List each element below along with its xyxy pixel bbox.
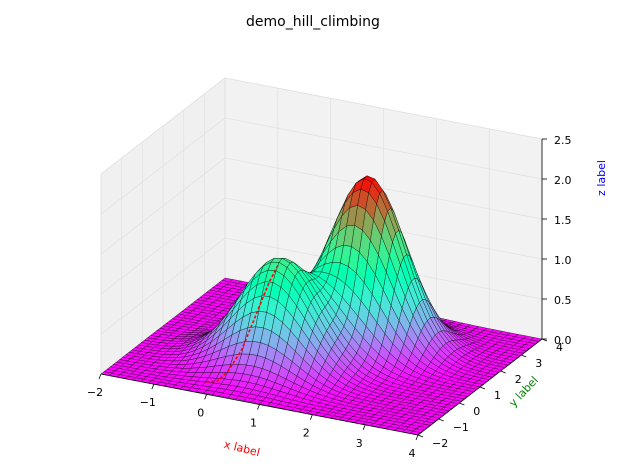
- y-tick: [521, 354, 527, 358]
- x-tick: [309, 414, 313, 420]
- y-tick-label: −2: [432, 437, 448, 450]
- y-tick: [459, 402, 465, 406]
- y-tick-label: 4: [556, 341, 563, 354]
- x-tick-label: −1: [140, 396, 156, 409]
- gridline: [100, 157, 226, 255]
- gridline: [100, 197, 226, 295]
- hill-climbing-path: [206, 263, 280, 383]
- surface: [100, 175, 543, 436]
- gridline: [224, 157, 543, 220]
- y-tick: [417, 434, 424, 438]
- z-tick-label: 2.0: [554, 174, 572, 187]
- y-tick: [479, 386, 486, 390]
- y-tick-label: 0: [473, 405, 480, 418]
- y-tick-label: −1: [453, 421, 469, 434]
- y-tick-label: 2: [515, 373, 522, 386]
- x-tick-label: 0: [197, 406, 204, 419]
- x-tick-label: 2: [303, 427, 310, 440]
- gridline: [100, 77, 226, 175]
- y-tick-label: 1: [494, 389, 501, 402]
- gridline: [224, 77, 543, 140]
- gridline: [224, 117, 543, 180]
- x-tick: [362, 424, 366, 430]
- y-tick: [438, 418, 444, 422]
- x-tick-label: −2: [87, 386, 103, 399]
- chart-title: demo_hill_climbing: [246, 14, 380, 30]
- gridline: [100, 237, 226, 335]
- y-tick: [500, 370, 506, 374]
- x-tick: [415, 434, 419, 441]
- x-tick: [151, 384, 155, 390]
- z-tick-label: 2.5: [554, 134, 572, 147]
- z-axis-label: z label: [595, 160, 608, 196]
- gridline: [100, 117, 226, 215]
- x-tick-label: 3: [356, 437, 363, 450]
- path-line: [206, 263, 280, 383]
- y-tick-label: 3: [535, 357, 542, 370]
- z-tick-label: 1.5: [554, 214, 572, 227]
- x-tick: [204, 394, 208, 400]
- x-tick: [98, 373, 102, 380]
- x-tick-label: 1: [250, 417, 257, 430]
- z-tick-label: 1.0: [554, 254, 572, 267]
- z-tick-label: 0.0: [554, 334, 572, 347]
- x-tick: [257, 404, 260, 410]
- x-tick-label: 4: [409, 447, 416, 460]
- z-tick-label: 0.5: [554, 294, 572, 307]
